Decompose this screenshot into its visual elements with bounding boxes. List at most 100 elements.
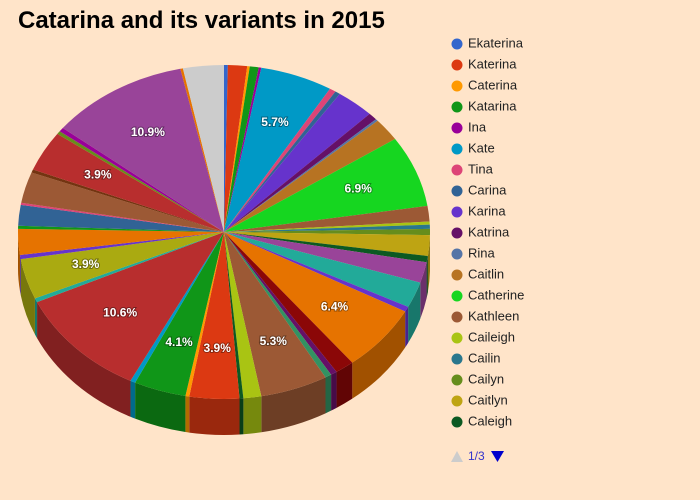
slice [189, 232, 240, 400]
slice [62, 68, 225, 232]
legend-swatch [451, 269, 463, 281]
legend-label: Caitlyn [468, 392, 508, 407]
slice [224, 91, 340, 232]
slice-side [405, 306, 409, 348]
legend-next[interactable] [491, 451, 504, 462]
slice [32, 133, 225, 232]
legend-swatch [451, 185, 463, 197]
slice [224, 119, 378, 232]
legend-swatch [451, 311, 463, 323]
slice [224, 88, 336, 232]
legend-label: Caileigh [468, 329, 515, 344]
slice-labels: 5.7% 6.9% 6.4% 5.3% 3.9% 4.1% 10.6% 3.9% 3.9% 10.… [71, 114, 373, 356]
slice [20, 232, 225, 299]
slice-side [243, 396, 262, 435]
slice-label: 5.3% [260, 334, 288, 348]
slice [18, 225, 225, 232]
slice [19, 232, 224, 260]
slice [224, 228, 430, 236]
slice-side [420, 262, 427, 319]
legend-label: Kathleen [468, 308, 519, 323]
legend-prev[interactable] [451, 451, 463, 462]
legend-swatch [451, 395, 463, 407]
legend-page: 1/3 [468, 449, 485, 463]
slice [224, 221, 430, 232]
legend-label: Tina [468, 161, 494, 176]
legend-label: Kate [468, 140, 495, 155]
slice-label: 3.9% [72, 257, 100, 271]
slice [37, 232, 224, 381]
slice [20, 202, 225, 232]
slice [18, 228, 224, 256]
slice-side [34, 298, 38, 339]
legend-label: Ekaterina [468, 35, 524, 50]
legend-label: Caleigh [468, 413, 512, 428]
slice [224, 67, 262, 232]
slice-side [325, 374, 332, 414]
legend-label: Cailin [468, 350, 501, 365]
slice [224, 93, 370, 233]
slice [224, 232, 244, 399]
slice-side [189, 396, 240, 436]
slice [224, 65, 228, 232]
legend-swatch [451, 227, 463, 239]
legend-swatch [451, 332, 463, 344]
pie-tops [18, 65, 430, 400]
slice [182, 65, 224, 232]
legend-label: Caitlin [468, 266, 504, 281]
slice-side [20, 259, 35, 335]
slice [224, 232, 337, 375]
legend-label: Ina [468, 119, 487, 134]
slice-label: 10.6% [103, 305, 137, 319]
slice [224, 113, 376, 232]
legend-label: Catherine [468, 287, 524, 302]
legend-swatch [451, 374, 463, 386]
slice [224, 232, 406, 363]
slice-side [408, 282, 421, 343]
legend-label: Katrina [468, 224, 510, 239]
slice-side [352, 311, 406, 399]
slice [224, 120, 396, 232]
slice [224, 232, 430, 257]
legend-swatch [451, 80, 463, 92]
slice [224, 65, 248, 233]
slice [130, 232, 224, 383]
slice [224, 66, 250, 232]
slice [135, 232, 224, 397]
slice-label: 10.9% [131, 125, 165, 139]
slice [224, 232, 428, 263]
slice-side [427, 235, 430, 293]
pie-sides [18, 232, 430, 436]
slice-side [37, 302, 131, 417]
slice [185, 232, 224, 397]
slice [18, 204, 225, 232]
legend-label: Carina [468, 182, 507, 197]
slice-label: 4.1% [165, 335, 193, 349]
legend-label: Katerina [468, 56, 517, 71]
slice [224, 67, 330, 232]
legend-label: Karina [468, 203, 506, 218]
slice-label: 3.9% [84, 168, 112, 182]
legend-swatch [451, 164, 463, 176]
legend-swatch [451, 353, 463, 365]
slice-side [185, 396, 190, 433]
slice [57, 131, 224, 232]
slice [224, 224, 430, 232]
slice-side [426, 256, 428, 299]
slice [180, 68, 224, 233]
slice [224, 232, 409, 312]
legend-swatch [451, 206, 463, 218]
slice [224, 232, 326, 397]
slice [31, 169, 224, 232]
legend-label: Katarina [468, 98, 517, 113]
slice [224, 232, 421, 307]
slice [224, 205, 430, 232]
slice-label: 6.9% [345, 181, 373, 195]
slice [224, 232, 427, 283]
slice [224, 232, 332, 378]
slice [59, 127, 225, 232]
legend-swatch [451, 416, 463, 428]
legend-label: Cailyn [468, 371, 504, 386]
slice-side [130, 380, 136, 419]
